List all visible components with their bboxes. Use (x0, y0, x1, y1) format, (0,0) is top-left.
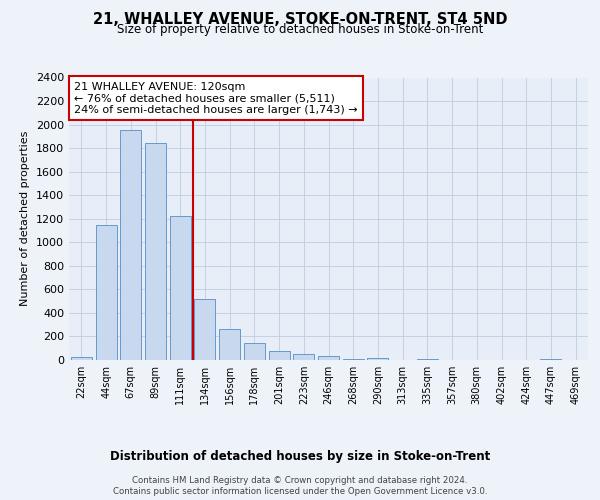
Bar (71, 357, 92, 360)
Text: Contains HM Land Registry data © Crown copyright and database right 2024.: Contains HM Land Registry data © Crown c… (132, 476, 468, 485)
Text: 21 WHALLEY AVENUE: 120sqm
← 76% of detached houses are smaller (5,511)
24% of se: 21 WHALLEY AVENUE: 120sqm ← 76% of detac… (74, 82, 358, 115)
Bar (145, 144, 166, 360)
Bar (244, 342, 265, 360)
Bar (120, 130, 141, 360)
Bar (194, 299, 215, 360)
Text: Distribution of detached houses by size in Stoke-on-Trent: Distribution of detached houses by size … (110, 450, 490, 463)
Bar (219, 329, 240, 360)
Text: Size of property relative to detached houses in Stoke-on-Trent: Size of property relative to detached ho… (117, 22, 483, 36)
Bar (170, 216, 191, 360)
Bar (269, 351, 290, 360)
Text: 21, WHALLEY AVENUE, STOKE-ON-TRENT, ST4 5ND: 21, WHALLEY AVENUE, STOKE-ON-TRENT, ST4 … (93, 12, 507, 28)
Bar (95, 224, 116, 360)
Text: Contains public sector information licensed under the Open Government Licence v3: Contains public sector information licen… (113, 488, 487, 496)
Bar (318, 356, 339, 360)
Bar (367, 358, 388, 360)
Bar (293, 354, 314, 360)
Y-axis label: Number of detached properties: Number of detached properties (20, 131, 31, 306)
